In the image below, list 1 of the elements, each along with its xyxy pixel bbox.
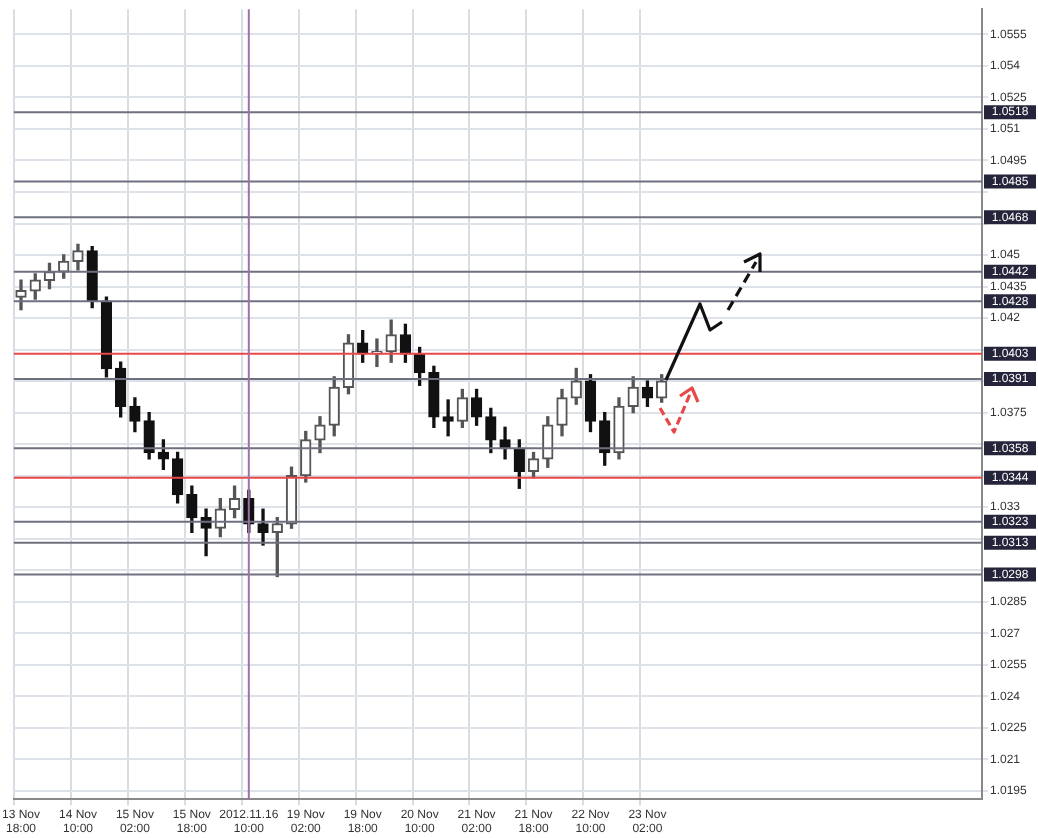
candlestick [442,399,454,437]
